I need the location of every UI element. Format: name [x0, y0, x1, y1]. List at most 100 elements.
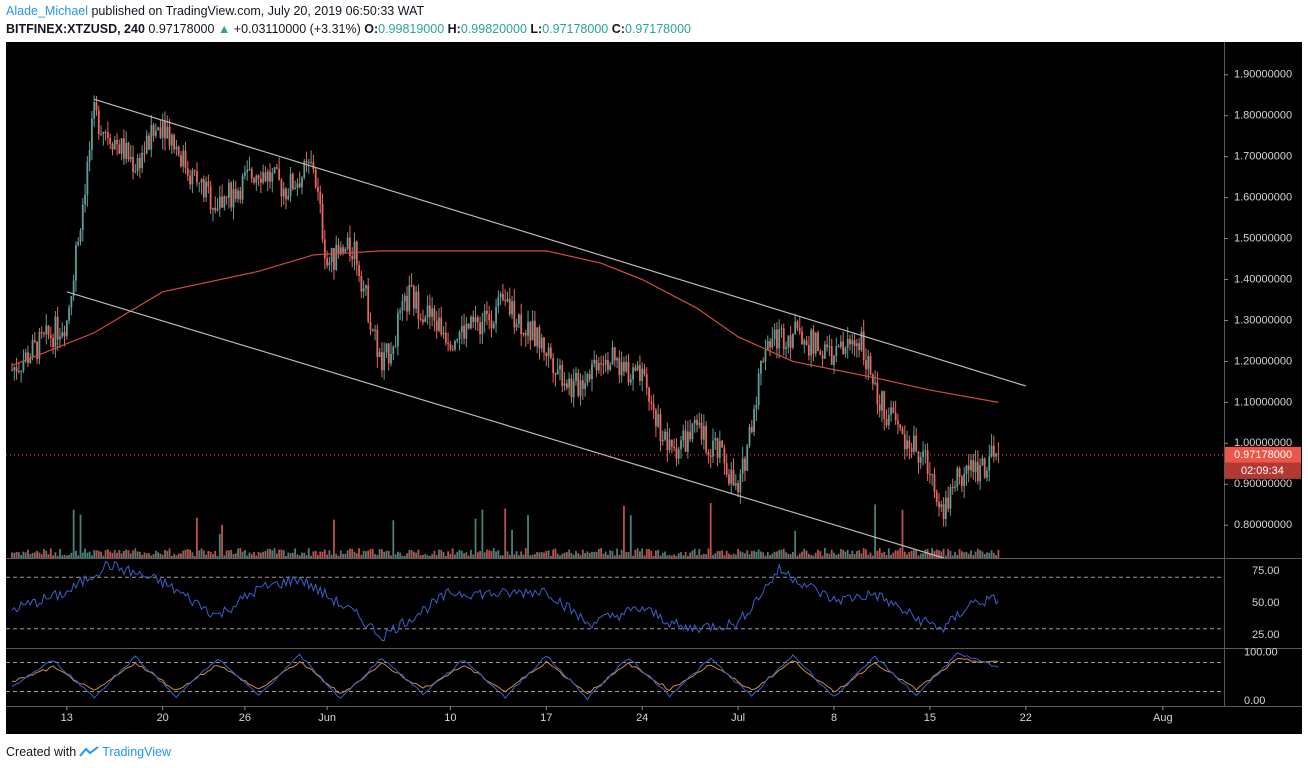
candle-body	[164, 121, 166, 139]
candle-body	[358, 264, 360, 276]
candle-body	[531, 320, 534, 341]
candle-body	[56, 316, 59, 340]
candle-body	[604, 359, 607, 365]
candle-body	[403, 295, 406, 302]
author-link[interactable]: Alade_Michael	[6, 4, 88, 18]
candle-body	[367, 285, 370, 322]
channel-trend-line[interactable]	[66, 291, 944, 559]
volume-bar	[949, 550, 952, 558]
candle-body	[958, 468, 961, 477]
candle-body	[95, 102, 98, 111]
volume-bar	[849, 554, 851, 558]
volume-bar	[266, 549, 269, 558]
volume-bar	[618, 554, 621, 558]
volume-bar	[223, 555, 226, 558]
volume-bar	[312, 551, 315, 558]
volume-bar	[72, 509, 75, 558]
volume-bar	[666, 555, 669, 558]
candle-body	[645, 374, 648, 388]
volume-bar	[365, 551, 367, 558]
candle-body	[449, 344, 452, 350]
price-tick-label: 1.80000000	[1234, 110, 1292, 122]
candle-body	[689, 431, 692, 440]
volume-bar	[102, 555, 105, 558]
volume-bar	[707, 548, 710, 558]
candle-body	[721, 440, 724, 448]
volume-bar	[255, 555, 258, 558]
channel-trend-line[interactable]	[94, 98, 1026, 387]
chart-canvas[interactable]: 1.90000000 1.80000000 1.70000000 1.60000000…	[6, 42, 1302, 734]
volume-bar	[648, 549, 650, 558]
volume-bar	[259, 552, 262, 558]
candle-body	[910, 448, 913, 452]
candle-body	[970, 460, 972, 471]
candle-body	[93, 102, 96, 119]
volume-bar	[944, 555, 947, 558]
volume-bar	[463, 553, 465, 558]
volume-bar	[908, 552, 911, 558]
volume-bar	[351, 548, 354, 558]
candle-body	[387, 343, 390, 364]
volume-bar	[132, 550, 134, 558]
volume-bar	[77, 555, 80, 558]
stochastic-pane[interactable]	[6, 652, 1224, 701]
volume-bar	[248, 552, 251, 558]
volume-bar	[273, 548, 276, 558]
candle-body	[714, 438, 717, 441]
volume-bar	[693, 548, 696, 558]
volume-bar	[291, 552, 294, 558]
candle-body	[643, 368, 646, 375]
price-pane[interactable]	[11, 95, 1026, 559]
candle-body	[488, 313, 491, 321]
candle-body	[748, 426, 751, 446]
candle-body	[607, 359, 609, 370]
volume-bar	[492, 548, 495, 558]
candle-body	[472, 316, 475, 322]
candle-body	[333, 248, 335, 270]
candle-body	[244, 172, 246, 176]
rsi-pane[interactable]	[6, 560, 1224, 642]
candle-body	[492, 323, 495, 329]
candle-body	[428, 305, 431, 317]
candle-body	[623, 362, 625, 372]
volume-bar	[561, 553, 564, 558]
volume-bar	[13, 552, 16, 558]
candle-body	[29, 357, 32, 363]
volume-bar	[867, 554, 870, 558]
candle-body	[107, 132, 109, 138]
volume-bar	[29, 554, 32, 558]
volume-bar	[915, 550, 918, 558]
volume-bar	[778, 549, 781, 558]
rsi-tick-label: 25.00	[1252, 629, 1280, 641]
candle-body	[289, 173, 292, 196]
candle-body	[278, 168, 281, 180]
volume-bar	[789, 554, 792, 558]
volume-bar	[239, 548, 242, 558]
candle-body	[807, 344, 810, 356]
candle-body	[495, 306, 497, 324]
volume-bar	[138, 551, 141, 558]
candle-body	[552, 358, 555, 373]
candle-body	[191, 170, 194, 185]
candle-body	[378, 352, 381, 357]
candle-body	[435, 320, 438, 331]
volume-bar	[892, 552, 895, 558]
volume-bar	[757, 549, 760, 558]
volume-bar	[554, 548, 557, 558]
price-tick-label: 1.00000000	[1234, 437, 1292, 449]
volume-bar	[20, 555, 23, 558]
tradingview-brand[interactable]: TradingView	[102, 745, 171, 759]
candle-body	[399, 310, 402, 313]
volume-bar	[353, 551, 356, 558]
candle-body	[499, 293, 502, 298]
volume-bar	[408, 550, 411, 558]
candle-body	[725, 463, 728, 475]
chart-svg[interactable]: 1.90000000 1.80000000 1.70000000 1.60000000…	[6, 42, 1302, 734]
volume-bar	[54, 552, 57, 558]
volume-bar	[355, 553, 358, 558]
countdown-label: 02:09:34	[1241, 465, 1284, 477]
volume-bar	[739, 551, 742, 558]
volume-bar	[559, 555, 561, 558]
volume-bar	[794, 530, 797, 558]
volume-bar	[303, 552, 306, 558]
